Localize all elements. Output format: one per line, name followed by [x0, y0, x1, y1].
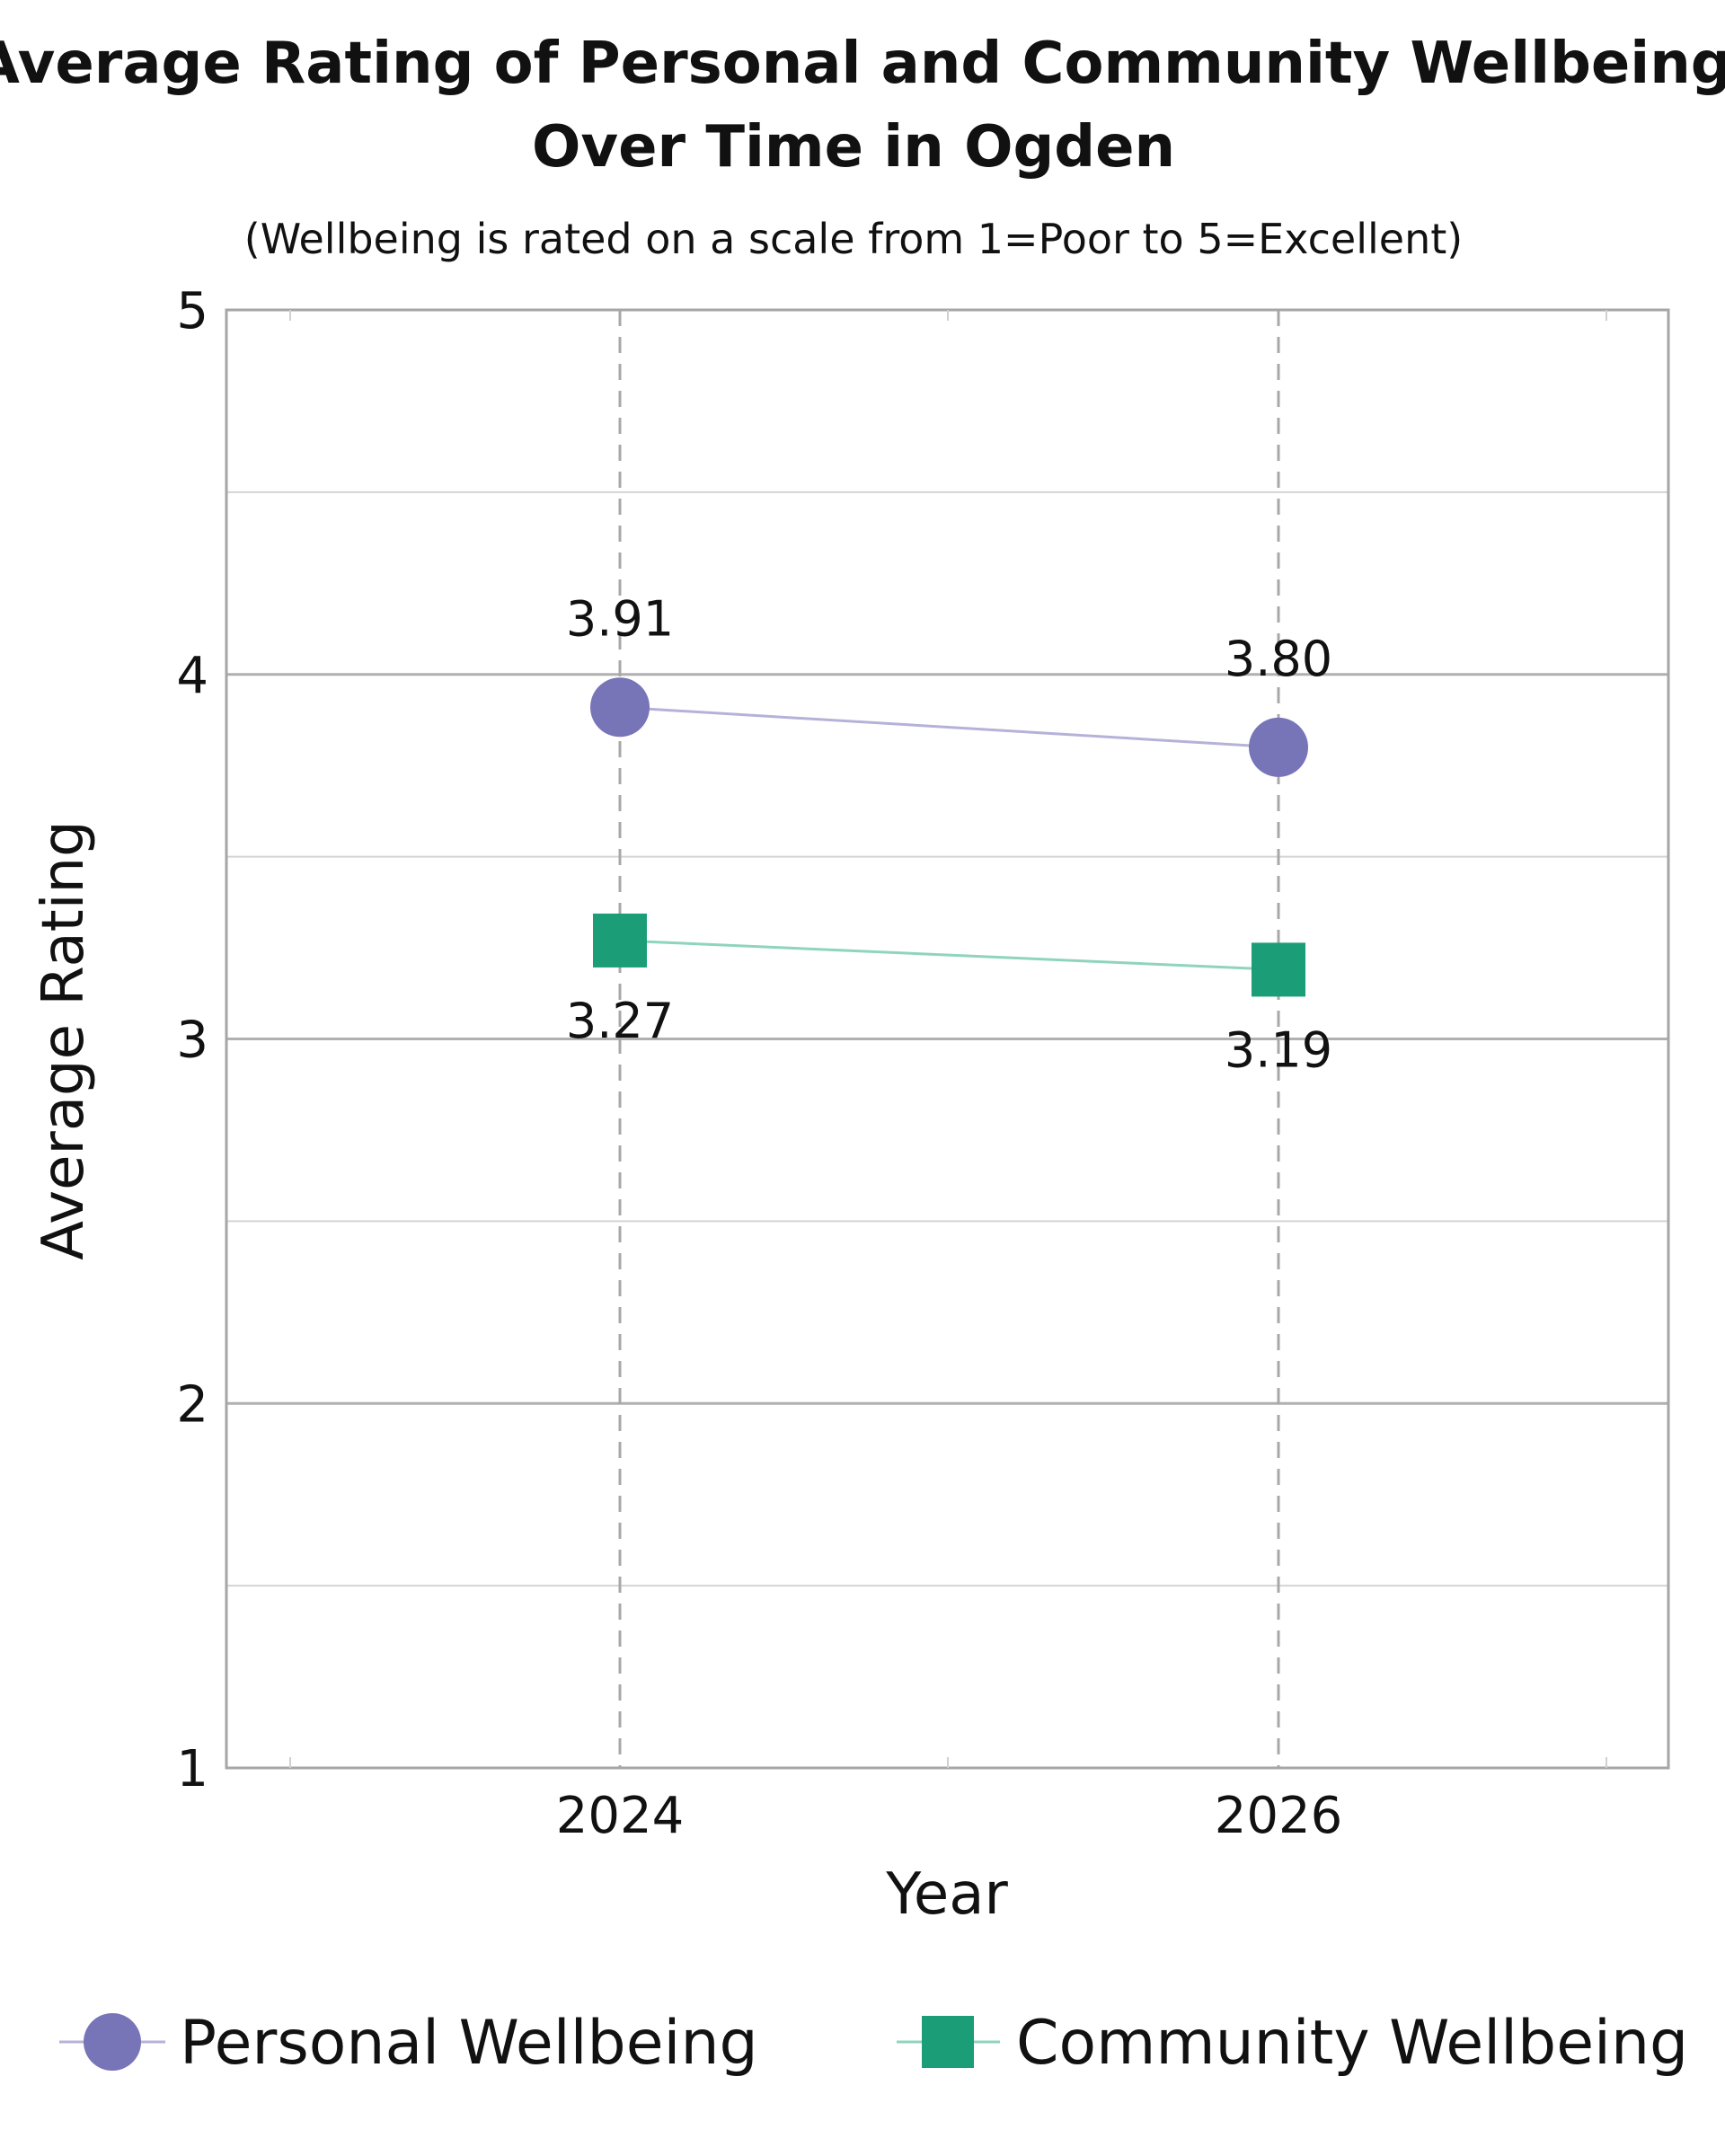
data-labels: 3.91 3.80 3.27 3.19 — [566, 590, 1332, 1078]
series-line-1 — [619, 705, 1279, 749]
data-label: 3.19 — [1225, 1021, 1332, 1078]
legend-label: Community Wellbeing — [1016, 2008, 1688, 2079]
legend-marker-square — [922, 2016, 974, 2068]
data-label: 3.91 — [566, 590, 674, 647]
axes: 1 2 3 4 5 2024 2026 — [176, 282, 1670, 1845]
data-point-circle — [1249, 717, 1308, 777]
y-axis-label: Average Rating — [31, 820, 97, 1260]
x-tick-label: 2026 — [1215, 1787, 1343, 1845]
legend: Personal Wellbeing Community Wellbeing — [59, 2008, 1688, 2079]
legend-marker-circle — [84, 2013, 141, 2071]
y-tick-label: 2 — [176, 1375, 208, 1434]
data-label: 3.27 — [566, 993, 674, 1049]
y-tick-label: 1 — [176, 1740, 208, 1798]
chart-title-line-2: Over Time in Ogden — [532, 114, 1175, 181]
y-tick-label: 5 — [176, 282, 208, 340]
y-tick-label: 4 — [176, 647, 208, 705]
legend-label: Personal Wellbeing — [180, 2008, 758, 2079]
chart-title-line-1: Average Rating of Personal and Community… — [0, 31, 1725, 97]
series-line-2 — [619, 939, 1279, 971]
data-point-square — [1252, 942, 1305, 997]
data-label: 3.80 — [1225, 631, 1332, 687]
x-axis-label: Year — [885, 1861, 1008, 1928]
x-tick-label: 2024 — [556, 1787, 685, 1845]
y-tick-label: 3 — [176, 1012, 208, 1070]
chart-subtitle: (Wellbeing is rated on a scale from 1=Po… — [244, 215, 1463, 263]
data-point-circle — [590, 677, 650, 738]
data-point-square — [593, 913, 647, 968]
series-group — [590, 677, 1308, 997]
grid — [226, 308, 1668, 1770]
